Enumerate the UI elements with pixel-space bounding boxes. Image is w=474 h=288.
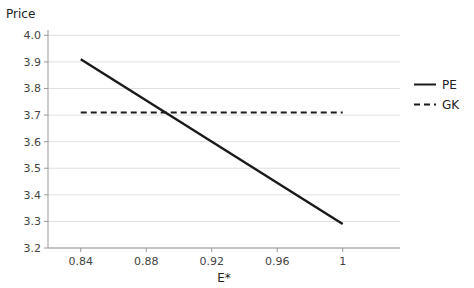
chart: 3.2 3.3 3.4 3.5 3.6 3.7 3.8 3.9 4.0 0.84 0.88 0.92 0… — [0, 0, 474, 288]
y-tick-label: 4.0 — [24, 29, 42, 42]
axes: 3.2 3.3 3.4 3.5 3.6 3.7 3.8 3.9 4.0 0.84 0.88 0.92 0… — [24, 29, 401, 268]
y-tick-label: 3.4 — [24, 189, 42, 202]
grid-line — [48, 141, 400, 142]
y-tick — [44, 61, 48, 62]
y-axis-label: Price — [6, 7, 35, 21]
grid — [48, 35, 400, 248]
grid-line — [48, 88, 400, 89]
grid-line — [48, 115, 400, 116]
x-tick — [342, 248, 343, 252]
series-line — [81, 59, 343, 224]
legend-label: GK — [442, 98, 460, 112]
legend: PE GK — [414, 78, 460, 112]
grid-line — [48, 194, 400, 195]
x-axis-label: E* — [217, 271, 231, 285]
y-tick-label: 3.2 — [24, 242, 42, 255]
legend-swatch — [414, 104, 436, 106]
y-tick — [44, 168, 48, 169]
x-tick — [211, 248, 212, 252]
y-tick — [44, 194, 48, 195]
x-tick-label: 0.88 — [134, 255, 159, 268]
legend-swatch — [414, 84, 436, 86]
x-tick-label: 0.92 — [199, 255, 224, 268]
y-tick-label: 3.7 — [24, 109, 42, 122]
chart-container: 3.2 3.3 3.4 3.5 3.6 3.7 3.8 3.9 4.0 0.84 0.88 0.92 0… — [0, 0, 474, 288]
series-line — [81, 111, 343, 113]
y-tick — [44, 141, 48, 142]
y-tick-label: 3.5 — [24, 162, 42, 175]
x-axis-line — [48, 248, 400, 249]
y-tick-label: 3.3 — [24, 215, 42, 228]
y-tick — [44, 221, 48, 222]
grid-line — [48, 248, 400, 249]
y-tick-label: 3.8 — [24, 82, 42, 95]
y-tick — [44, 115, 48, 116]
y-tick-label: 3.9 — [24, 56, 42, 69]
x-tick-label: 0.84 — [68, 255, 93, 268]
plot-area — [81, 59, 343, 224]
y-tick — [44, 35, 48, 36]
x-tick — [80, 248, 81, 252]
x-tick — [277, 248, 278, 252]
grid-line — [48, 61, 400, 62]
y-tick — [44, 88, 48, 89]
y-tick — [44, 248, 48, 249]
x-tick — [146, 248, 147, 252]
y-axis-line — [48, 30, 49, 248]
grid-line — [48, 35, 400, 36]
grid-line — [48, 168, 400, 169]
x-tick-label: 0.96 — [265, 255, 290, 268]
grid-line — [48, 221, 400, 222]
legend-label: PE — [442, 78, 457, 92]
y-tick-label: 3.6 — [24, 136, 42, 149]
x-tick-label: 1 — [339, 255, 346, 268]
